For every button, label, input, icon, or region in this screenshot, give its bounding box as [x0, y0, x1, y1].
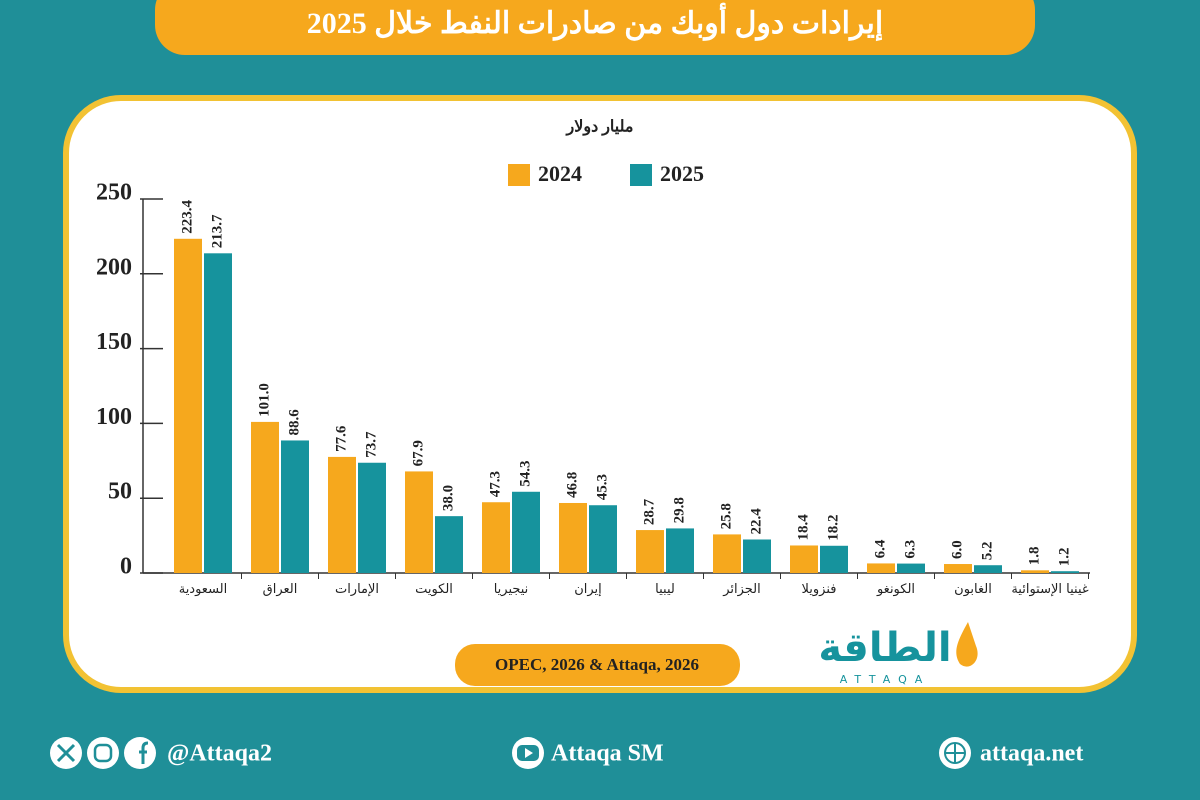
youtube-handle: Attaqa SM [551, 741, 664, 767]
bar [666, 528, 694, 573]
x-tick-label: ليبيا [655, 582, 675, 597]
value-label: 46.8 [564, 472, 580, 498]
value-label: 77.6 [333, 425, 349, 452]
x-tick-label: السعودية [178, 582, 228, 597]
value-label: 6.3 [902, 540, 918, 559]
bar [251, 421, 279, 573]
facebook-glyph [139, 741, 149, 764]
x-glyph [56, 743, 76, 763]
title: إيرادات دول أوبك من صادرات النفط خلال 20… [307, 2, 883, 42]
value-label: 213.7 [209, 214, 225, 248]
unit-label: مليار دولار [566, 119, 634, 137]
bar [790, 545, 818, 573]
y-tick-label: 50 [108, 479, 132, 505]
legend-label: 2025 [660, 161, 704, 186]
bar [820, 545, 848, 573]
bar [281, 440, 309, 573]
legend-swatch [508, 164, 530, 186]
source-box [455, 644, 740, 686]
logo-name: الطاقة [818, 625, 951, 671]
logo-drop [956, 622, 978, 667]
bar [328, 456, 356, 573]
x-tick-label: فنزويلا [801, 582, 837, 597]
value-label: 5.2 [979, 541, 995, 560]
bar [867, 563, 895, 573]
bar [435, 516, 463, 573]
value-label: 45.3 [594, 474, 610, 500]
logo-latin: ATTAQA [840, 673, 931, 686]
y-tick-label: 0 [120, 554, 132, 580]
x-tick-label: إيران [574, 582, 602, 597]
x-tick-label: الكونغو [876, 582, 916, 597]
legend-label: 2024 [538, 161, 582, 186]
bar [405, 471, 433, 573]
value-label: 6.0 [949, 540, 965, 559]
bar [897, 563, 925, 573]
x-tick-label: الإمارات [334, 582, 380, 597]
globe-lines [945, 743, 965, 763]
y-tick-label: 100 [96, 404, 132, 430]
title-banner [155, 0, 1035, 55]
x-tick-label: العراق [262, 582, 298, 597]
x-tick-label: غينيا الإستوائية [1011, 582, 1089, 597]
value-label: 6.4 [872, 539, 888, 558]
value-label: 29.8 [671, 497, 687, 523]
bar [589, 505, 617, 573]
x-tick-label: الغابون [954, 582, 992, 597]
value-label: 47.3 [487, 471, 503, 497]
value-label: 73.7 [363, 431, 379, 458]
value-label: 1.8 [1026, 547, 1042, 566]
y-tick-label: 200 [96, 254, 132, 280]
bar [944, 564, 972, 573]
bar [482, 502, 510, 573]
source: OPEC, 2026 & Attaqa, 2026 [495, 655, 699, 674]
website: attaqa.net [980, 741, 1083, 767]
value-label: 67.9 [410, 440, 426, 466]
value-label: 54.3 [517, 461, 533, 487]
y-tick-label: 150 [96, 329, 132, 355]
bar [559, 502, 587, 573]
bar [1021, 570, 1049, 573]
bar [974, 565, 1002, 573]
bar [743, 539, 771, 573]
value-label: 101.0 [256, 383, 272, 417]
instagram-icon [87, 737, 119, 769]
bar [636, 530, 664, 573]
value-label: 18.2 [825, 515, 841, 541]
bar [174, 238, 202, 574]
bar [713, 534, 741, 573]
value-label: 223.4 [179, 200, 195, 234]
legend-swatch [630, 164, 652, 186]
social-handle: @Attaqa2 [167, 741, 272, 767]
value-label: 38.0 [440, 485, 456, 511]
x-tick-label: الجزائر [723, 582, 761, 597]
youtube-play [525, 748, 533, 758]
bar [358, 462, 386, 573]
x-tick-label: الكويت [415, 582, 453, 597]
value-label: 22.4 [748, 508, 764, 535]
value-label: 18.4 [795, 514, 811, 541]
value-label: 28.7 [641, 498, 657, 525]
value-label: 25.8 [718, 503, 734, 529]
bar [512, 491, 540, 573]
instagram-glyph [93, 743, 113, 763]
value-label: 1.2 [1056, 547, 1072, 566]
x-tick-label: نيجيريا [493, 582, 529, 597]
y-tick-label: 250 [96, 180, 132, 206]
value-label: 88.6 [286, 409, 302, 436]
bar [204, 253, 232, 573]
bar [1051, 571, 1079, 573]
